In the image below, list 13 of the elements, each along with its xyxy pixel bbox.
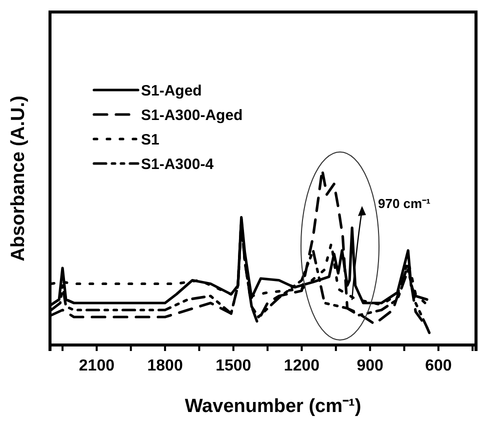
x-axis-title: Wavenumber (cm⁻¹) bbox=[184, 396, 362, 417]
annotation: 970 cm⁻¹ bbox=[378, 196, 430, 211]
legend-label: S1 bbox=[141, 132, 160, 148]
x-tick-label: 600 bbox=[425, 357, 452, 374]
x-tick-label: 2100 bbox=[78, 357, 115, 374]
x-tick-label: 1800 bbox=[147, 357, 183, 374]
x-tick-label: 900 bbox=[356, 357, 384, 374]
y-axis-title: Absorbance (A.U.) bbox=[8, 96, 29, 262]
x-tick-label: 1500 bbox=[216, 357, 252, 374]
legend-label: S1-A300-4 bbox=[141, 156, 214, 173]
legend-label: S1-A300-Aged bbox=[141, 107, 243, 124]
x-tick-label: 1200 bbox=[284, 357, 320, 374]
legend-label: S1-Aged bbox=[141, 82, 202, 100]
